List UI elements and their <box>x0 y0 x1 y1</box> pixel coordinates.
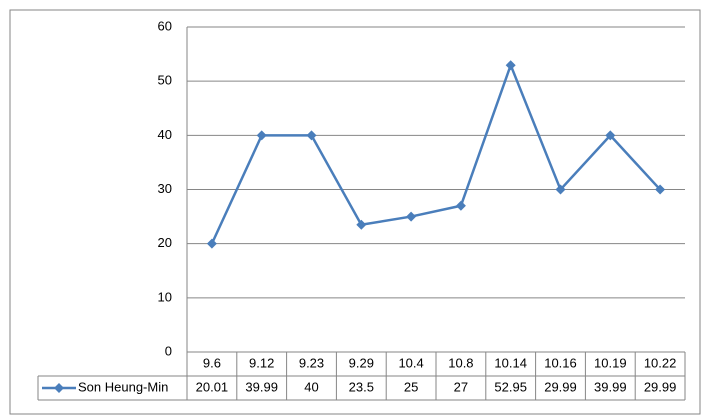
x-tick-label: 9.29 <box>349 355 374 370</box>
x-tick-label: 10.14 <box>494 355 527 370</box>
data-point <box>455 200 466 211</box>
table-value: 25 <box>404 379 418 394</box>
table-value: 29.99 <box>644 379 677 394</box>
y-tick-label: 40 <box>158 127 172 142</box>
x-tick-label: 9.6 <box>203 355 221 370</box>
x-tick-label: 10.8 <box>448 355 473 370</box>
data-point <box>555 184 566 195</box>
legend-marker <box>54 383 64 393</box>
table-value: 20.01 <box>196 379 229 394</box>
x-tick-label: 9.12 <box>249 355 274 370</box>
table-value: 29.99 <box>544 379 577 394</box>
table-value: 52.95 <box>494 379 527 394</box>
x-tick-label: 10.22 <box>644 355 677 370</box>
table-value: 23.5 <box>349 379 374 394</box>
data-point <box>206 238 217 249</box>
data-point <box>605 130 616 141</box>
data-point <box>306 130 317 141</box>
table-value: 40 <box>304 379 318 394</box>
data-point <box>655 184 666 195</box>
y-tick-label: 50 <box>158 73 172 88</box>
y-tick-label: 60 <box>158 18 172 33</box>
x-tick-label: 10.4 <box>398 355 423 370</box>
table-value: 39.99 <box>594 379 627 394</box>
y-tick-label: 30 <box>158 181 172 196</box>
data-point <box>356 219 367 230</box>
data-point <box>256 130 267 141</box>
y-tick-label: 0 <box>165 343 172 358</box>
table-value: 27 <box>454 379 468 394</box>
legend-label: Son Heung-Min <box>78 379 168 394</box>
y-tick-label: 10 <box>158 289 172 304</box>
x-tick-label: 10.16 <box>544 355 577 370</box>
data-point <box>406 211 417 222</box>
x-tick-label: 10.19 <box>594 355 627 370</box>
table-value: 39.99 <box>245 379 278 394</box>
data-point <box>505 60 516 71</box>
x-tick-label: 9.23 <box>299 355 324 370</box>
y-tick-label: 20 <box>158 235 172 250</box>
series-line <box>210 61 662 245</box>
